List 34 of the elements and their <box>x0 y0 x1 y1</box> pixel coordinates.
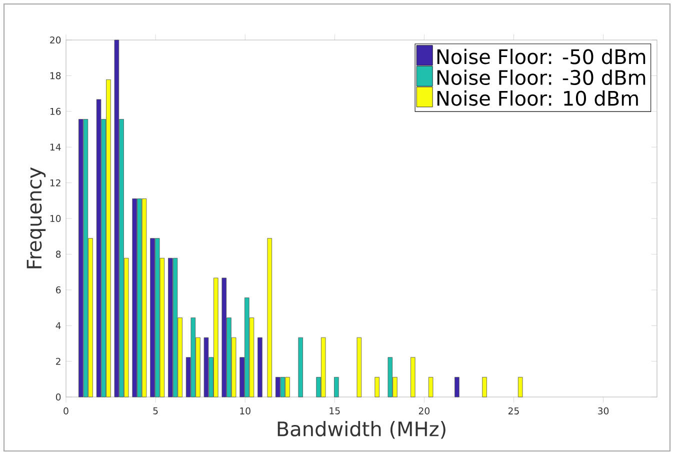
y-tick-label: 20 <box>50 36 61 44</box>
x-axis-title: Bandwidth (MHz) <box>278 420 446 439</box>
bar <box>428 376 434 398</box>
bar <box>267 238 272 398</box>
y-axis-title: Frequency <box>26 167 46 268</box>
x-tick-label: 30 <box>598 407 609 414</box>
y-tick-label: 16 <box>50 108 61 115</box>
y-tick-label: 0 <box>56 393 61 401</box>
bar <box>410 357 416 398</box>
y-tick-label: 18 <box>50 72 61 80</box>
bar <box>454 376 460 398</box>
y-tick-label: 12 <box>50 179 60 186</box>
x-tick-label: 0 <box>64 407 68 414</box>
bar <box>258 337 262 398</box>
x-tick-label: 5 <box>153 407 158 414</box>
legend-label: Noise Floor: 10 dBm <box>437 90 638 106</box>
legend-label: Noise Floor: -30 dBm <box>437 70 646 86</box>
y-tick-label: 4 <box>56 322 61 330</box>
x-tick-label: 25 <box>508 407 519 414</box>
bar <box>356 337 362 398</box>
bar <box>334 376 339 398</box>
y-tick-label: 6 <box>56 286 61 294</box>
y-tick-label: 10 <box>50 214 61 222</box>
x-tick-label: 20 <box>418 407 430 414</box>
bar <box>374 376 380 398</box>
y-tick-label: 14 <box>50 144 61 151</box>
bar <box>482 376 487 398</box>
x-tick-label: 10 <box>240 407 250 414</box>
bar <box>298 337 303 398</box>
bar <box>518 376 523 398</box>
x-tick-label: 15 <box>330 407 340 414</box>
legend-label: Noise Floor: -50 dBm <box>437 48 646 64</box>
y-tick-label: 8 <box>56 250 61 258</box>
y-tick-label: 2 <box>56 358 60 365</box>
